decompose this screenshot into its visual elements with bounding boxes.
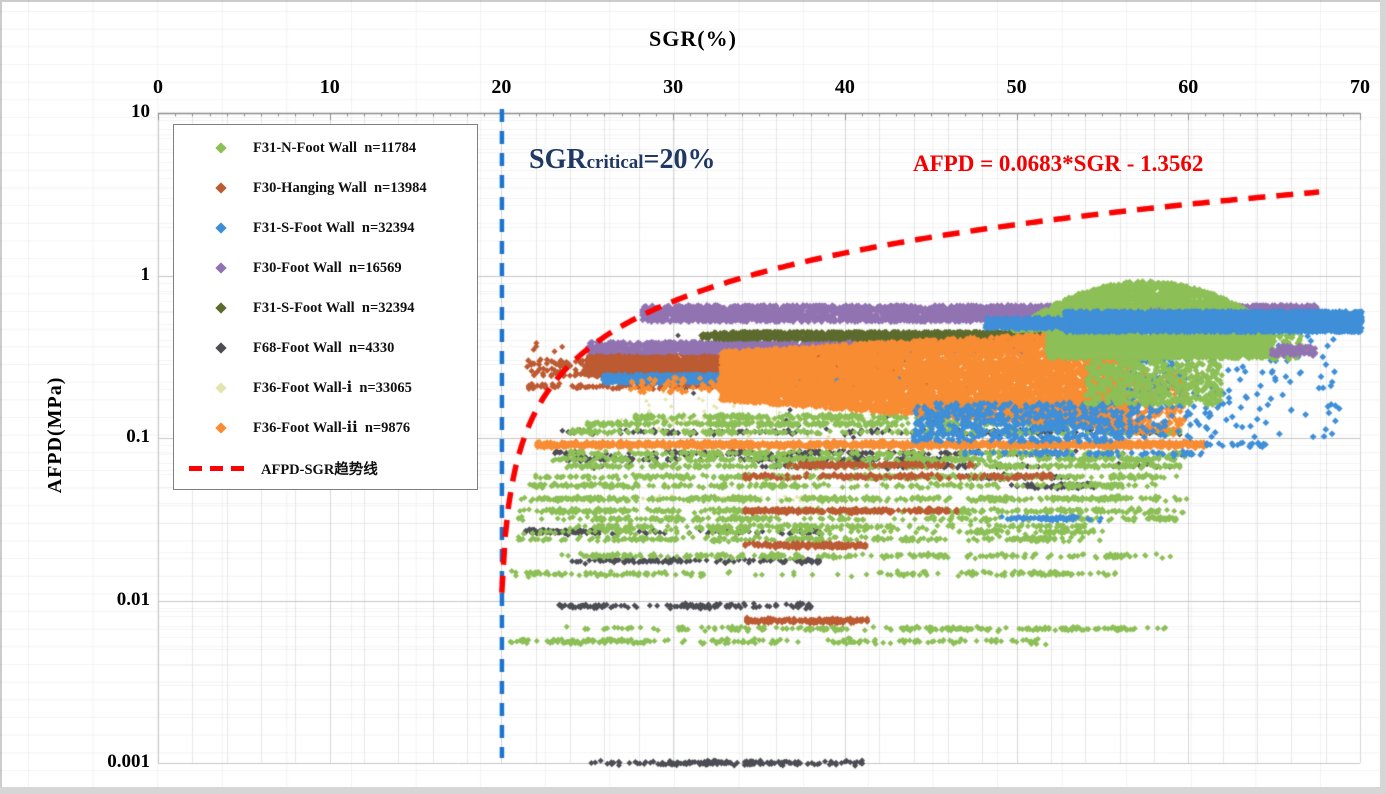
series-diamond-marker-icon [200,342,242,354]
y-tick-label: 10 [131,101,150,122]
x-tick-label: 60 [1178,76,1199,98]
x-tick-label: 30 [663,76,684,98]
x-tick-label: 50 [1006,76,1027,98]
legend-item-label: AFPD-SGR趋势线 [261,461,378,478]
y-tick-label: 0.01 [116,588,150,610]
series-diamond-marker-icon [200,142,242,154]
legend-box: F31-N-Foot Wall n=11784 F30-Hanging Wall … [173,124,478,490]
series-diamond-marker-icon [200,222,242,234]
x-tick-label: 10 [319,76,340,98]
x-tick-label: 0 [153,76,163,98]
legend-item: F30-Foot Wall n=16569 [174,248,477,288]
trend-equation: AFPD = 0.0683*SGR - 1.3562 [913,151,1204,176]
critical-sgr-annotation: SGRcritical=20% [529,144,716,176]
legend-item: F36-Foot Wall-ⅱ n=9876 [174,408,477,448]
legend-item: F68-Foot Wall n=4330 [174,328,477,368]
x-tick-label: 70 [1350,76,1370,98]
y-axis-title: AFPD(MPa) [44,376,66,494]
x-axis-title: SGR(%) [649,26,737,51]
legend-item-label: F68-Foot Wall n=4330 [253,339,395,356]
series-diamond-marker-icon [200,182,242,194]
y-tick-label: 0.1 [126,426,150,447]
legend-item: F36-Foot Wall-ⅰ n=33065 [174,368,477,408]
legend-item-label: F30-Foot Wall n=16569 [253,259,402,276]
legend-item-label: F31-N-Foot Wall n=11784 [253,139,417,156]
critical-annotation-subscript: critical [586,152,644,173]
legend-item: F30-Hanging Wall n=13984 [174,168,477,208]
y-tick-label: 0.001 [107,751,150,772]
series-diamond-marker-icon [200,382,242,394]
window-right-edge [1380,0,1386,794]
y-tick-label: 1 [140,263,151,285]
series-diamond-marker-icon [200,262,242,274]
legend-item-label: F31-S-Foot Wall n=32394 [253,219,415,236]
legend-item: AFPD-SGR趋势线 [174,448,477,488]
legend-item-label: F31-S-Foot Wall n=32394 [253,299,415,316]
series-diamond-marker-icon [200,422,242,434]
critical-annotation-suffix: =20% [643,144,716,175]
legend-item-label: F36-Foot Wall-ⅱ n=9876 [253,420,411,436]
series-diamond-marker-icon [200,302,242,314]
legend-item: F31-S-Foot Wall n=32394 [174,208,477,248]
x-tick-label: 40 [834,76,855,98]
x-tick-label: 20 [491,76,512,98]
legend-item: F31-N-Foot Wall n=11784 [174,128,477,168]
window-bottom-edge [0,787,1386,794]
legend-item-label: F36-Foot Wall-ⅰ n=33065 [253,380,412,396]
trend-dash-icon [186,465,250,471]
legend-item-label: F30-Hanging Wall n=13984 [253,179,427,196]
critical-annotation-prefix: SGR [529,144,587,175]
legend-item: F31-S-Foot Wall n=32394 [174,288,477,328]
